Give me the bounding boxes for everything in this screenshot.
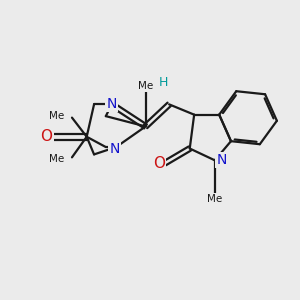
Text: O: O xyxy=(40,129,52,144)
Text: Me: Me xyxy=(138,81,153,91)
Text: H: H xyxy=(159,76,168,89)
Text: N: N xyxy=(216,153,226,167)
Text: Me: Me xyxy=(50,154,64,164)
Text: Me: Me xyxy=(207,194,222,204)
Text: N: N xyxy=(106,97,117,111)
Text: N: N xyxy=(110,142,120,155)
Text: Me: Me xyxy=(50,111,64,121)
Text: O: O xyxy=(153,156,165,171)
